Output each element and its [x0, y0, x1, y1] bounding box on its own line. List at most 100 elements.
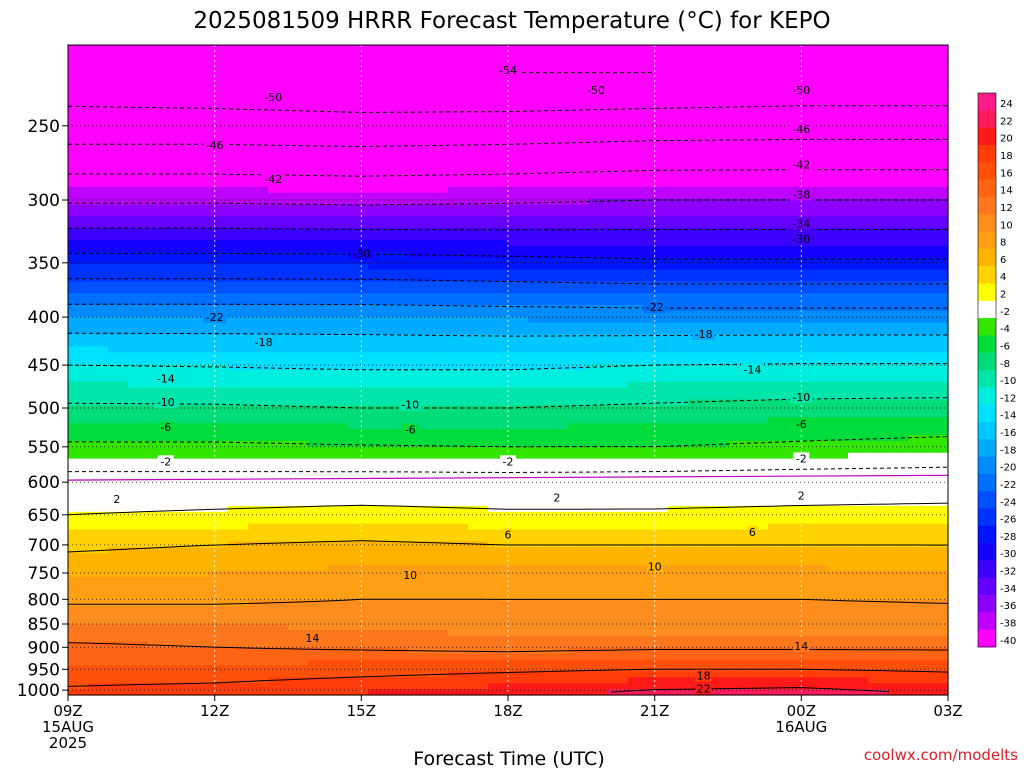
temperature-cell: [548, 175, 569, 182]
temperature-cell: [188, 198, 209, 206]
temperature-cell: [588, 305, 609, 312]
temperature-cell: [368, 240, 389, 247]
temperature-cell: [168, 139, 189, 147]
temperature-cell: [328, 115, 349, 123]
temperature-cell: [688, 517, 709, 525]
temperature-cell: [928, 275, 949, 282]
temperature-cell: [388, 352, 409, 359]
temperature-cell: [908, 417, 929, 424]
temperature-cell: [128, 375, 149, 383]
temperature-cell: [168, 364, 189, 371]
temperature-cell: [688, 240, 709, 247]
temperature-cell: [248, 80, 269, 87]
temperature-cell: [588, 139, 609, 147]
temperature-cell: [128, 482, 149, 489]
temperature-cell: [608, 641, 629, 649]
temperature-cell: [168, 157, 189, 164]
temperature-cell: [508, 222, 529, 229]
temperature-cell: [828, 399, 849, 407]
isotherm-label: 18: [697, 670, 711, 683]
temperature-cell: [928, 565, 949, 572]
temperature-cell: [748, 340, 769, 347]
temperature-cell: [568, 352, 589, 359]
temperature-cell: [368, 553, 389, 560]
temperature-cell: [68, 328, 89, 336]
temperature-cell: [608, 370, 629, 377]
temperature-cell: [88, 175, 109, 182]
temperature-cell: [88, 375, 109, 383]
temperature-cell: [688, 423, 709, 430]
temperature-cell: [788, 576, 809, 584]
temperature-cell: [448, 505, 469, 513]
temperature-cell: [848, 553, 869, 560]
temperature-cell: [648, 529, 669, 537]
temperature-cell: [148, 180, 169, 188]
temperature-cell: [808, 370, 829, 377]
temperature-cell: [188, 683, 209, 690]
temperature-cell: [808, 222, 829, 229]
temperature-cell: [508, 310, 529, 318]
temperature-cell: [228, 653, 249, 661]
temperature-cell: [908, 180, 929, 188]
temperature-cell: [888, 305, 909, 312]
temperature-cell: [188, 364, 209, 371]
temperature-cell: [788, 45, 809, 52]
temperature-cell: [908, 553, 929, 560]
temperature-cell: [828, 470, 849, 477]
temperature-cell: [888, 535, 909, 542]
temperature-cell: [508, 446, 529, 454]
temperature-cell: [88, 411, 109, 418]
temperature-cell: [768, 659, 789, 667]
temperature-cell: [108, 423, 129, 430]
temperature-cell: [148, 618, 169, 625]
temperature-cell: [788, 169, 809, 176]
temperature-cell: [688, 204, 709, 212]
temperature-cell: [328, 269, 349, 277]
temperature-cell: [508, 328, 529, 336]
temperature-cell: [848, 293, 869, 300]
temperature-cell: [608, 417, 629, 424]
temperature-cell: [608, 269, 629, 277]
temperature-cell: [628, 121, 649, 129]
temperature-cell: [828, 476, 849, 483]
temperature-cell: [568, 624, 589, 631]
temperature-cell: [548, 435, 569, 442]
temperature-cell: [888, 630, 909, 637]
temperature-cell: [408, 535, 429, 542]
temperature-cell: [548, 517, 569, 525]
temperature-cell: [788, 56, 809, 64]
temperature-cell: [368, 582, 389, 590]
temperature-cell: [268, 257, 289, 265]
temperature-cell: [188, 505, 209, 513]
temperature-cell: [608, 600, 629, 607]
temperature-cell: [768, 210, 789, 217]
temperature-cell: [288, 511, 309, 519]
temperature-cell: [748, 245, 769, 253]
temperature-cell: [688, 647, 709, 655]
temperature-cell: [528, 423, 549, 430]
temperature-cell: [108, 175, 129, 182]
temperature-cell: [468, 169, 489, 176]
temperature-cell: [608, 511, 629, 519]
temperature-cell: [408, 127, 429, 135]
temperature-cell: [488, 683, 509, 690]
temperature-cell: [868, 671, 889, 678]
temperature-cell: [408, 340, 429, 347]
temperature-cell: [208, 186, 229, 194]
temperature-cell: [468, 316, 489, 324]
temperature-cell: [748, 180, 769, 188]
temperature-cell: [388, 440, 409, 448]
temperature-cell: [888, 612, 909, 619]
temperature-cell: [468, 310, 489, 318]
temperature-cell: [128, 435, 149, 442]
temperature-cell: [928, 470, 949, 477]
temperature-cell: [628, 440, 649, 448]
isotherm-label-bg: [789, 391, 813, 404]
temperature-cell: [908, 665, 929, 672]
temperature-cell: [788, 375, 809, 383]
temperature-cell: [188, 494, 209, 501]
temperature-cell: [768, 245, 789, 253]
temperature-cell: [708, 234, 729, 241]
temperature-cell: [408, 352, 429, 359]
temperature-cell: [468, 186, 489, 194]
